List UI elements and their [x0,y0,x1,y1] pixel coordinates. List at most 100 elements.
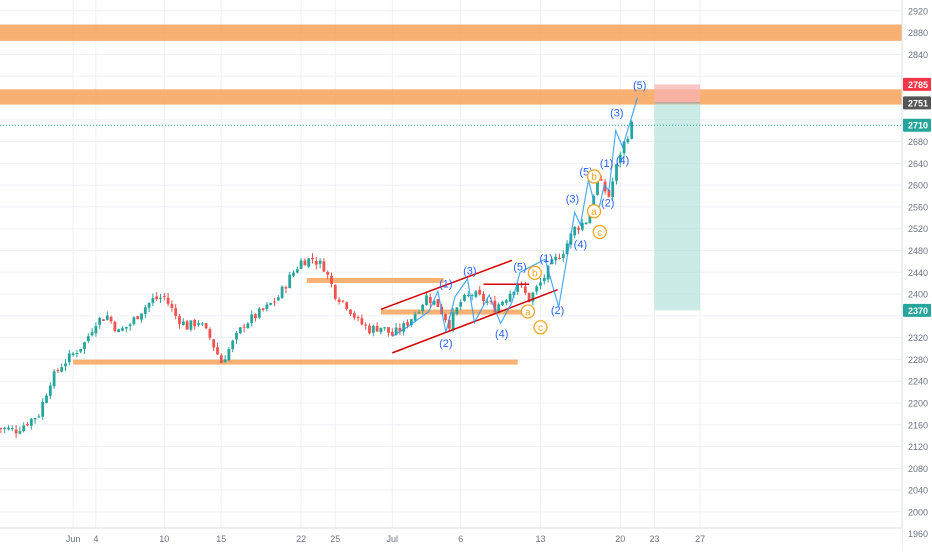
candle-body [26,423,29,426]
grid [0,0,902,535]
candle-body [387,327,390,333]
candle-body [341,300,345,302]
candle-body [193,319,197,327]
candle-body [561,254,565,258]
candle-body [10,428,14,430]
candle-body [189,320,193,330]
candle-body [22,425,26,432]
candle-down [428,293,432,308]
price-badge [903,118,931,132]
price-tick-label: 2240 [908,377,928,387]
candle-down [311,253,314,264]
wave-label: (1) [539,253,552,265]
candle-body [569,233,573,245]
short-position-tool[interactable] [0,84,902,311]
candle-down [254,313,257,322]
candle-body [90,332,94,336]
candle-up [371,324,375,337]
candle-up [470,293,474,301]
price-badge-label: 2785 [908,80,928,90]
candle-up [615,163,618,185]
wave-label: (1) [600,158,613,170]
candle-down [170,300,174,312]
wave-label: (2) [551,305,564,317]
wave-label: c [597,228,602,239]
candle-up [151,293,155,307]
candle-up [379,327,383,335]
candle-body [527,292,531,302]
candle-up [29,418,33,430]
candle-up [425,291,428,306]
candle-down [102,319,105,322]
candle-up [238,326,242,335]
candle-up [22,422,26,433]
candle-down [360,314,364,326]
candle-body [546,265,550,280]
price-tick-label: 2840 [908,50,928,60]
candle-body [311,257,314,260]
candle-body [349,309,352,315]
candle-body [398,327,402,332]
candle-down [155,292,159,302]
candle-down [208,327,212,341]
candle-up [7,425,10,431]
time-axis[interactable]: Jun 4 10 15 22 25 Jul 6 13 20 23 27 [0,527,902,550]
candle-body [254,314,257,319]
price-axis[interactable]: 1960 2000 2040 2080 2120 2160 2200 2240 2280 2320… [901,0,932,550]
candle-body [284,287,288,289]
price-badge [903,303,931,317]
candle-body [383,327,387,329]
candle-body [105,315,109,320]
candle-up [265,301,269,312]
candle-up [197,320,200,327]
candle-body [86,336,90,342]
candle-body [508,293,512,302]
candle-up [307,257,311,269]
candle-up [83,341,86,355]
price-axis-background [902,0,932,550]
resistance-zone [0,24,902,41]
candle-body [466,295,470,297]
candle-up [561,250,565,262]
price-tick-label: 2600 [908,181,928,191]
candle-down [14,424,18,439]
candle-body [147,302,151,308]
candle-body [497,304,501,313]
candle-up [573,226,577,239]
candle-body [478,289,482,295]
price-tick-label: 2280 [908,355,928,365]
candle-down [174,303,178,320]
candle-body [52,371,56,387]
candle-body [269,302,273,305]
candle-body [223,359,227,363]
candle-body [121,328,124,331]
wave-label: (3) [610,108,623,120]
candle-body [185,321,189,330]
candle-body [181,321,185,325]
candle-up [466,291,470,298]
candle-up [292,270,295,278]
candle-up [550,258,554,265]
price-badge [903,96,931,110]
candle-body [250,314,254,324]
candle-body [630,121,634,139]
candle-down [193,318,197,330]
price-tick-label: 2200 [908,398,928,408]
candle-down [356,315,360,322]
candle-up [584,221,588,225]
channel-line [380,259,513,311]
candle-down [599,175,603,181]
wave-label: (4) [495,329,508,341]
candle-body [482,293,485,302]
candle-up [497,302,501,314]
elliott-wave-annotations: (1) (2) (3) (4) (5) (1) (2) (3) (4) (5) (1) (2) (3) (… [391,80,646,350]
candle-up [41,398,45,420]
candle-up [250,310,254,327]
candle-body [18,431,22,434]
candle-body [599,179,603,181]
candle-body [504,300,508,303]
candle-up [200,321,204,327]
candle-body [265,304,269,310]
